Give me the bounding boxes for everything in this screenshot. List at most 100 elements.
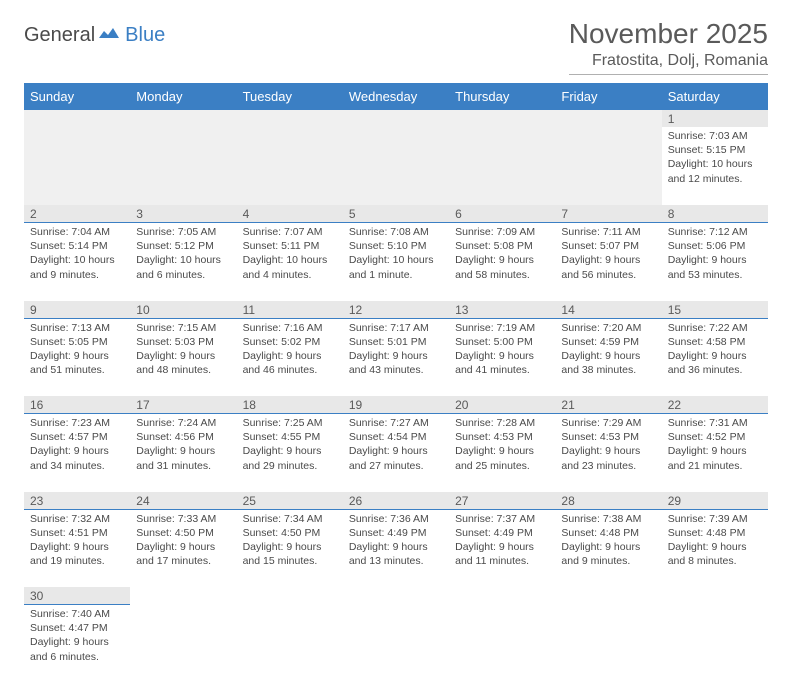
day-cell: Sunrise: 7:39 AMSunset: 4:48 PMDaylight:… xyxy=(662,509,768,587)
day-details: Sunrise: 7:07 AMSunset: 5:11 PMDaylight:… xyxy=(243,223,337,282)
day-details: Sunrise: 7:12 AMSunset: 5:06 PMDaylight:… xyxy=(668,223,762,282)
day-cell: Sunrise: 7:38 AMSunset: 4:48 PMDaylight:… xyxy=(555,509,661,587)
day-number: 12 xyxy=(343,301,449,319)
day-cell: Sunrise: 7:09 AMSunset: 5:08 PMDaylight:… xyxy=(449,223,555,301)
weekday-header: Thursday xyxy=(449,83,555,110)
day-cell: Sunrise: 7:34 AMSunset: 4:50 PMDaylight:… xyxy=(237,509,343,587)
day-details: Sunrise: 7:09 AMSunset: 5:08 PMDaylight:… xyxy=(455,223,549,282)
day-number xyxy=(343,110,449,127)
day-content-row: Sunrise: 7:03 AMSunset: 5:15 PMDaylight:… xyxy=(24,127,768,205)
day-details: Sunrise: 7:08 AMSunset: 5:10 PMDaylight:… xyxy=(349,223,443,282)
day-details: Sunrise: 7:36 AMSunset: 4:49 PMDaylight:… xyxy=(349,510,443,569)
day-cell: Sunrise: 7:28 AMSunset: 4:53 PMDaylight:… xyxy=(449,414,555,492)
day-cell: Sunrise: 7:29 AMSunset: 4:53 PMDaylight:… xyxy=(555,414,661,492)
day-cell: Sunrise: 7:04 AMSunset: 5:14 PMDaylight:… xyxy=(24,223,130,301)
weekday-header: Saturday xyxy=(662,83,768,110)
day-cell: Sunrise: 7:11 AMSunset: 5:07 PMDaylight:… xyxy=(555,223,661,301)
day-content-row: Sunrise: 7:40 AMSunset: 4:47 PMDaylight:… xyxy=(24,605,768,683)
day-number: 24 xyxy=(130,492,236,510)
day-cell: Sunrise: 7:20 AMSunset: 4:59 PMDaylight:… xyxy=(555,318,661,396)
day-number-row: 16171819202122 xyxy=(24,396,768,414)
day-cell: Sunrise: 7:32 AMSunset: 4:51 PMDaylight:… xyxy=(24,509,130,587)
day-content-row: Sunrise: 7:04 AMSunset: 5:14 PMDaylight:… xyxy=(24,223,768,301)
day-number: 20 xyxy=(449,396,555,414)
weekday-header: Monday xyxy=(130,83,236,110)
day-details: Sunrise: 7:31 AMSunset: 4:52 PMDaylight:… xyxy=(668,414,762,473)
day-details: Sunrise: 7:32 AMSunset: 4:51 PMDaylight:… xyxy=(30,510,124,569)
day-number: 3 xyxy=(130,205,236,223)
day-number: 14 xyxy=(555,301,661,319)
day-content-row: Sunrise: 7:23 AMSunset: 4:57 PMDaylight:… xyxy=(24,414,768,492)
day-details: Sunrise: 7:15 AMSunset: 5:03 PMDaylight:… xyxy=(136,319,230,378)
day-details: Sunrise: 7:37 AMSunset: 4:49 PMDaylight:… xyxy=(455,510,549,569)
day-number xyxy=(555,587,661,605)
day-number xyxy=(449,587,555,605)
day-details: Sunrise: 7:23 AMSunset: 4:57 PMDaylight:… xyxy=(30,414,124,473)
day-cell: Sunrise: 7:24 AMSunset: 4:56 PMDaylight:… xyxy=(130,414,236,492)
day-number xyxy=(237,587,343,605)
day-number-row: 1 xyxy=(24,110,768,127)
day-number xyxy=(343,587,449,605)
day-number: 13 xyxy=(449,301,555,319)
day-details: Sunrise: 7:24 AMSunset: 4:56 PMDaylight:… xyxy=(136,414,230,473)
weekday-header: Friday xyxy=(555,83,661,110)
day-number: 28 xyxy=(555,492,661,510)
day-details: Sunrise: 7:22 AMSunset: 4:58 PMDaylight:… xyxy=(668,319,762,378)
day-number xyxy=(130,587,236,605)
day-number xyxy=(24,110,130,127)
day-cell: Sunrise: 7:13 AMSunset: 5:05 PMDaylight:… xyxy=(24,318,130,396)
location-text: Fratostita, Dolj, Romania xyxy=(569,52,768,75)
day-cell: Sunrise: 7:12 AMSunset: 5:06 PMDaylight:… xyxy=(662,223,768,301)
day-cell xyxy=(237,127,343,205)
day-number-row: 23242526272829 xyxy=(24,492,768,510)
day-cell xyxy=(449,127,555,205)
day-details: Sunrise: 7:29 AMSunset: 4:53 PMDaylight:… xyxy=(561,414,655,473)
day-number: 26 xyxy=(343,492,449,510)
logo-text-general: General xyxy=(24,24,95,47)
day-cell: Sunrise: 7:33 AMSunset: 4:50 PMDaylight:… xyxy=(130,509,236,587)
calendar-table: SundayMondayTuesdayWednesdayThursdayFrid… xyxy=(24,83,768,683)
day-details: Sunrise: 7:40 AMSunset: 4:47 PMDaylight:… xyxy=(30,605,124,664)
day-details: Sunrise: 7:34 AMSunset: 4:50 PMDaylight:… xyxy=(243,510,337,569)
day-number: 5 xyxy=(343,205,449,223)
day-cell: Sunrise: 7:27 AMSunset: 4:54 PMDaylight:… xyxy=(343,414,449,492)
day-details: Sunrise: 7:25 AMSunset: 4:55 PMDaylight:… xyxy=(243,414,337,473)
day-number: 7 xyxy=(555,205,661,223)
day-number xyxy=(449,110,555,127)
weekday-header: Sunday xyxy=(24,83,130,110)
day-cell xyxy=(555,605,661,683)
day-details: Sunrise: 7:19 AMSunset: 5:00 PMDaylight:… xyxy=(455,319,549,378)
day-cell: Sunrise: 7:23 AMSunset: 4:57 PMDaylight:… xyxy=(24,414,130,492)
day-number: 8 xyxy=(662,205,768,223)
day-cell: Sunrise: 7:03 AMSunset: 5:15 PMDaylight:… xyxy=(662,127,768,205)
day-number: 18 xyxy=(237,396,343,414)
logo: General Blue xyxy=(24,24,165,47)
day-details: Sunrise: 7:39 AMSunset: 4:48 PMDaylight:… xyxy=(668,510,762,569)
day-cell: Sunrise: 7:08 AMSunset: 5:10 PMDaylight:… xyxy=(343,223,449,301)
day-number xyxy=(130,110,236,127)
day-details: Sunrise: 7:04 AMSunset: 5:14 PMDaylight:… xyxy=(30,223,124,282)
day-number: 19 xyxy=(343,396,449,414)
day-number xyxy=(662,587,768,605)
day-number: 16 xyxy=(24,396,130,414)
day-number-row: 9101112131415 xyxy=(24,301,768,319)
day-cell: Sunrise: 7:16 AMSunset: 5:02 PMDaylight:… xyxy=(237,318,343,396)
day-details: Sunrise: 7:05 AMSunset: 5:12 PMDaylight:… xyxy=(136,223,230,282)
day-cell xyxy=(555,127,661,205)
day-content-row: Sunrise: 7:32 AMSunset: 4:51 PMDaylight:… xyxy=(24,509,768,587)
day-number: 4 xyxy=(237,205,343,223)
day-cell xyxy=(662,605,768,683)
day-number: 29 xyxy=(662,492,768,510)
day-details: Sunrise: 7:27 AMSunset: 4:54 PMDaylight:… xyxy=(349,414,443,473)
day-cell: Sunrise: 7:36 AMSunset: 4:49 PMDaylight:… xyxy=(343,509,449,587)
day-number xyxy=(237,110,343,127)
logo-text-blue: Blue xyxy=(125,24,165,47)
day-cell: Sunrise: 7:17 AMSunset: 5:01 PMDaylight:… xyxy=(343,318,449,396)
day-details: Sunrise: 7:38 AMSunset: 4:48 PMDaylight:… xyxy=(561,510,655,569)
header-right: November 2025 Fratostita, Dolj, Romania xyxy=(569,18,768,75)
day-number: 25 xyxy=(237,492,343,510)
day-cell xyxy=(449,605,555,683)
day-cell: Sunrise: 7:19 AMSunset: 5:00 PMDaylight:… xyxy=(449,318,555,396)
weekday-header-row: SundayMondayTuesdayWednesdayThursdayFrid… xyxy=(24,83,768,110)
day-number: 1 xyxy=(662,110,768,127)
